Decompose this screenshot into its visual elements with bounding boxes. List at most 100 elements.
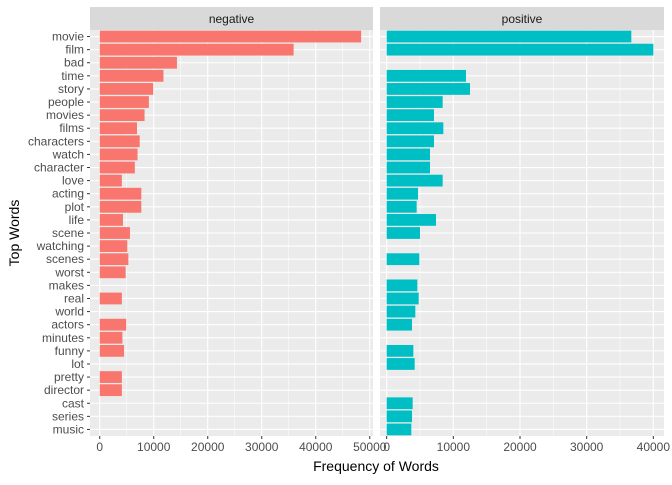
y-tick-label: characters	[28, 134, 84, 148]
bar-positive-lot	[386, 358, 415, 370]
bar-negative-scene	[99, 227, 130, 239]
bar-positive-characters	[386, 135, 434, 148]
y-tick-label: plot	[65, 200, 85, 214]
y-tick-label: film	[65, 43, 84, 57]
y-tick-label: acting	[52, 187, 84, 201]
bar-negative-minutes	[99, 331, 123, 344]
bar-positive-scenes	[386, 253, 420, 266]
bar-negative-people	[99, 96, 149, 108]
bar-positive-real	[386, 292, 419, 305]
bar-negative-acting	[99, 187, 142, 200]
bar-positive-films	[386, 122, 444, 135]
bar-positive-love	[386, 174, 443, 187]
y-tick-label: bad	[64, 56, 84, 70]
bar-positive-movie	[386, 30, 632, 43]
y-tick-label: actors	[51, 318, 84, 332]
y-tick-label: movies	[46, 108, 84, 122]
y-tick-label: lot	[71, 357, 84, 371]
facet-strip	[90, 7, 373, 30]
y-tick-label: watch	[52, 147, 84, 161]
bar-negative-director	[99, 384, 122, 397]
y-tick-label: time	[61, 69, 84, 83]
x-tick-label: 20000	[503, 440, 537, 454]
bar-negative-movies	[99, 109, 145, 122]
bar-positive-series	[386, 410, 412, 423]
y-tick-label: minutes	[42, 331, 84, 345]
bar-negative-character	[99, 161, 135, 174]
bar-positive-story	[386, 83, 470, 95]
bar-negative-story	[99, 83, 154, 95]
y-axis: moviefilmbadtimestorypeoplemoviesfilmsch…	[28, 30, 90, 436]
y-tick-label: movie	[52, 30, 84, 44]
y-tick-label: scene	[52, 226, 84, 240]
bar-negative-pretty	[99, 371, 122, 383]
x-tick-label: 10000	[137, 440, 171, 454]
x-tick-label: 30000	[570, 440, 604, 454]
bar-negative-bad	[99, 56, 177, 69]
y-tick-label: films	[59, 121, 84, 135]
bar-positive-actors	[386, 318, 412, 331]
y-tick-label: character	[34, 161, 84, 175]
x-axis-title: Frequency of Words	[313, 458, 439, 474]
bar-negative-characters	[99, 135, 140, 148]
y-axis-title: Top Words	[6, 200, 22, 267]
bar-negative-plot	[99, 200, 142, 213]
x-tick-label: 0	[383, 440, 390, 454]
y-tick-label: world	[54, 305, 84, 319]
facet-negative: negative 0 10000 20000 30000 40000 50000	[90, 7, 387, 454]
bar-negative-scenes	[99, 253, 129, 266]
facet-strip	[380, 7, 664, 30]
y-tick-label: life	[69, 213, 85, 227]
y-tick-label: music	[53, 422, 84, 436]
bar-negative-watching	[99, 240, 128, 252]
x-tick-label: 10000	[437, 440, 471, 454]
y-tick-label: funny	[55, 344, 84, 358]
x-tick-label: 40000	[299, 440, 333, 454]
y-tick-label: director	[44, 383, 84, 397]
y-tick-label: people	[48, 95, 84, 109]
bar-negative-watch	[99, 148, 138, 161]
bar-positive-film	[386, 43, 654, 56]
bar-positive-cast	[386, 397, 413, 410]
x-tick-label: 50000	[353, 440, 387, 454]
bar-positive-movies	[386, 109, 434, 122]
x-tick-label: 30000	[245, 440, 279, 454]
bar-positive-world	[386, 305, 416, 318]
bar-negative-love	[99, 174, 122, 187]
facet-strip-label: positive	[502, 12, 543, 26]
bar-positive-time	[386, 69, 466, 82]
y-tick-label: cast	[62, 396, 85, 410]
y-tick-label: makes	[49, 278, 84, 292]
x-tick-label: 20000	[191, 440, 225, 454]
bar-positive-makes	[386, 279, 418, 292]
bar-positive-music	[386, 423, 412, 436]
bar-negative-actors	[99, 318, 127, 331]
bar-positive-acting	[386, 187, 418, 200]
bar-negative-funny	[99, 344, 125, 357]
bar-negative-worst	[99, 266, 126, 279]
y-tick-label: watching	[36, 239, 84, 253]
bar-negative-films	[99, 122, 137, 135]
bar-positive-plot	[386, 200, 417, 213]
facet-strip-label: negative	[209, 12, 255, 26]
y-tick-label: scenes	[46, 252, 84, 266]
y-tick-label: pretty	[54, 370, 84, 384]
y-tick-label: story	[58, 82, 84, 96]
x-tick-label: 0	[96, 440, 103, 454]
bar-positive-scene	[386, 227, 420, 239]
bar-negative-real	[99, 292, 122, 305]
bar-positive-life	[386, 214, 436, 226]
bar-negative-movie	[99, 30, 362, 43]
bar-positive-character	[386, 161, 430, 174]
bar-negative-film	[99, 43, 294, 56]
y-tick-label: love	[62, 174, 84, 188]
y-tick-label: worst	[54, 265, 84, 279]
y-tick-label: series	[52, 409, 84, 423]
bar-positive-watch	[386, 148, 430, 161]
bar-positive-people	[386, 96, 443, 108]
x-tick-label: 40000	[637, 440, 671, 454]
bar-positive-funny	[386, 344, 414, 357]
bar-negative-time	[99, 69, 164, 82]
